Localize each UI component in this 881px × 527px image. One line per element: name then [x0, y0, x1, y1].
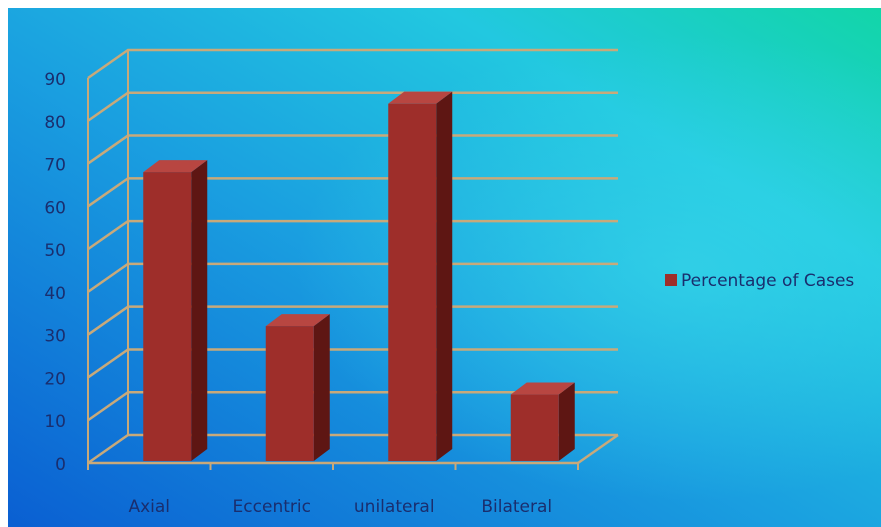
y-tick-label: 60: [44, 198, 66, 218]
gridline: [87, 305, 618, 336]
y-tick-label: 0: [55, 455, 66, 475]
y-tick-label: 80: [44, 113, 66, 133]
gridline: [87, 48, 618, 80]
legend-label: Percentage of Cases: [681, 271, 854, 291]
gridline: [87, 91, 618, 122]
gridline: [87, 134, 618, 165]
x-tick-label: unilateral: [354, 497, 435, 517]
gridlines: [87, 48, 618, 465]
gridline: [87, 348, 618, 379]
bar-top: [143, 160, 208, 173]
bar-front: [510, 394, 559, 461]
bar-side: [558, 382, 575, 461]
gridline: [87, 262, 618, 293]
bar-chart: 0 10 20 30 40 50 60 70 80 90 Axial Eccentric unilat…: [8, 8, 881, 527]
bars: [143, 91, 575, 462]
bar: [388, 91, 453, 462]
chart-container: 0 10 20 30 40 50 60 70 80 90 Axial Eccentric unilat…: [8, 8, 881, 527]
x-tick-label: Eccentric: [233, 497, 311, 517]
bar-front: [143, 172, 192, 461]
bar-top: [388, 91, 453, 104]
gridline: [87, 177, 618, 208]
gridline: [87, 433, 618, 465]
bar-front: [265, 326, 314, 461]
bar: [143, 160, 208, 461]
gridline: [87, 390, 618, 422]
bar-side: [191, 160, 208, 461]
bar-top: [265, 314, 330, 327]
y-tick-label: 30: [44, 327, 66, 347]
bar-side: [313, 314, 330, 461]
y-tick-label: 90: [44, 70, 66, 90]
y-tick-label: 40: [44, 284, 66, 304]
floor-right-edge: [577, 433, 619, 465]
bar: [510, 382, 575, 461]
y-tick-label: 70: [44, 156, 66, 176]
y-axis: 0 10 20 30 40 50 60 70 80 90: [44, 70, 66, 475]
y-tick-label: 50: [44, 241, 66, 261]
bar: [265, 314, 330, 461]
x-axis: Axial Eccentric unilateral Bilateral: [87, 433, 619, 517]
legend: Percentage of Cases: [665, 271, 854, 291]
gridline: [87, 219, 618, 251]
bar-top: [510, 382, 575, 395]
y-tick-label: 10: [44, 412, 66, 432]
y-tick-label: 20: [44, 369, 66, 389]
x-tick-label: Bilateral: [481, 497, 552, 517]
legend-swatch: [665, 274, 677, 286]
bar-side: [436, 91, 453, 462]
x-tick-label: Axial: [128, 497, 170, 517]
bar-front: [388, 103, 437, 462]
